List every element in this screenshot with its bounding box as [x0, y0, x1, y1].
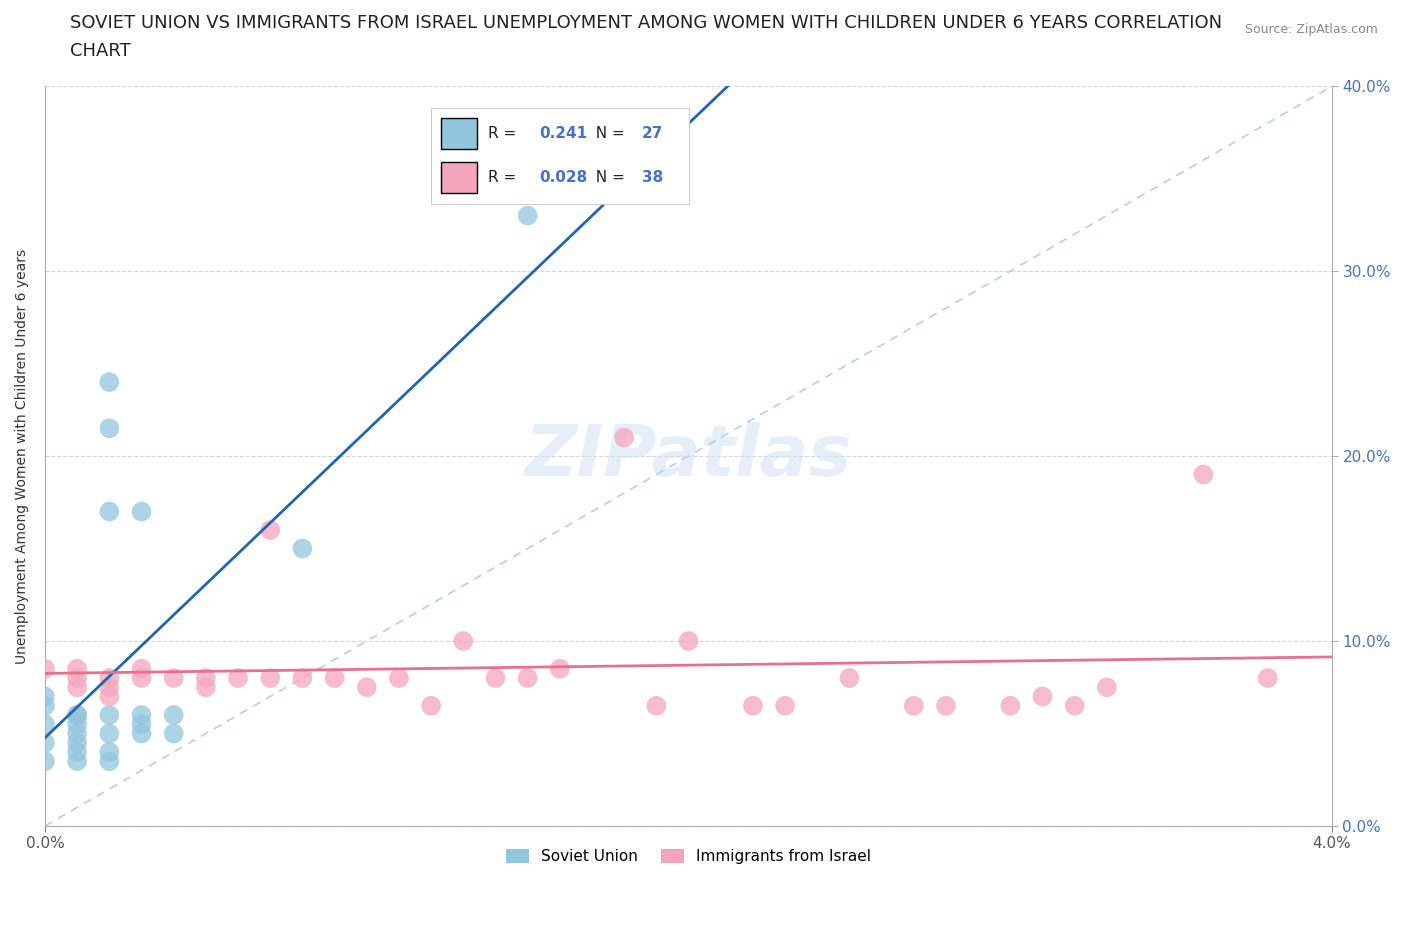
Point: [98, 680, 121, 695]
Point: [98, 754, 121, 769]
Point: [1063, 698, 1085, 713]
Point: [356, 680, 378, 695]
Point: [291, 541, 314, 556]
Point: [131, 671, 153, 685]
Legend: Soviet Union, Immigrants from Israel: Soviet Union, Immigrants from Israel: [501, 843, 877, 870]
Point: [773, 698, 796, 713]
Point: [98, 708, 121, 723]
Point: [66, 754, 89, 769]
Point: [66, 671, 89, 685]
Text: Source: ZipAtlas.com: Source: ZipAtlas.com: [1244, 23, 1378, 36]
Point: [131, 661, 153, 676]
Point: [935, 698, 957, 713]
Point: [645, 698, 668, 713]
Point: [98, 504, 121, 519]
Point: [98, 421, 121, 436]
Point: [131, 717, 153, 732]
Text: CHART: CHART: [70, 42, 131, 60]
Point: [34, 717, 56, 732]
Point: [516, 208, 538, 223]
Point: [453, 633, 475, 648]
Point: [903, 698, 925, 713]
Point: [838, 671, 860, 685]
Point: [34, 698, 56, 713]
Point: [1257, 671, 1279, 685]
Text: SOVIET UNION VS IMMIGRANTS FROM ISRAEL UNEMPLOYMENT AMONG WOMEN WITH CHILDREN UN: SOVIET UNION VS IMMIGRANTS FROM ISRAEL U…: [70, 14, 1222, 32]
Point: [613, 430, 636, 445]
Point: [1095, 680, 1118, 695]
Point: [1192, 467, 1215, 482]
Point: [98, 671, 121, 685]
Point: [516, 671, 538, 685]
Point: [98, 689, 121, 704]
Point: [420, 698, 443, 713]
Point: [66, 708, 89, 723]
Point: [66, 745, 89, 760]
Point: [259, 523, 281, 538]
Point: [34, 661, 56, 676]
Point: [66, 661, 89, 676]
Point: [66, 680, 89, 695]
Point: [548, 661, 571, 676]
Point: [1031, 689, 1053, 704]
Point: [226, 671, 249, 685]
Point: [259, 671, 281, 685]
Point: [163, 671, 186, 685]
Point: [163, 708, 186, 723]
Point: [34, 689, 56, 704]
Point: [1000, 698, 1022, 713]
Point: [66, 736, 89, 751]
Y-axis label: Unemployment Among Women with Children Under 6 years: Unemployment Among Women with Children U…: [15, 248, 30, 664]
Point: [484, 671, 506, 685]
Text: ZIPatlas: ZIPatlas: [524, 421, 852, 490]
Point: [98, 375, 121, 390]
Point: [678, 633, 700, 648]
Point: [66, 726, 89, 741]
Point: [98, 745, 121, 760]
Point: [34, 736, 56, 751]
Point: [388, 671, 411, 685]
Point: [163, 726, 186, 741]
Point: [741, 698, 763, 713]
Point: [194, 680, 217, 695]
Point: [66, 717, 89, 732]
Point: [194, 671, 217, 685]
Point: [291, 671, 314, 685]
Point: [66, 708, 89, 723]
Point: [131, 708, 153, 723]
Point: [131, 504, 153, 519]
Point: [34, 754, 56, 769]
Point: [323, 671, 346, 685]
Point: [98, 726, 121, 741]
Point: [131, 726, 153, 741]
